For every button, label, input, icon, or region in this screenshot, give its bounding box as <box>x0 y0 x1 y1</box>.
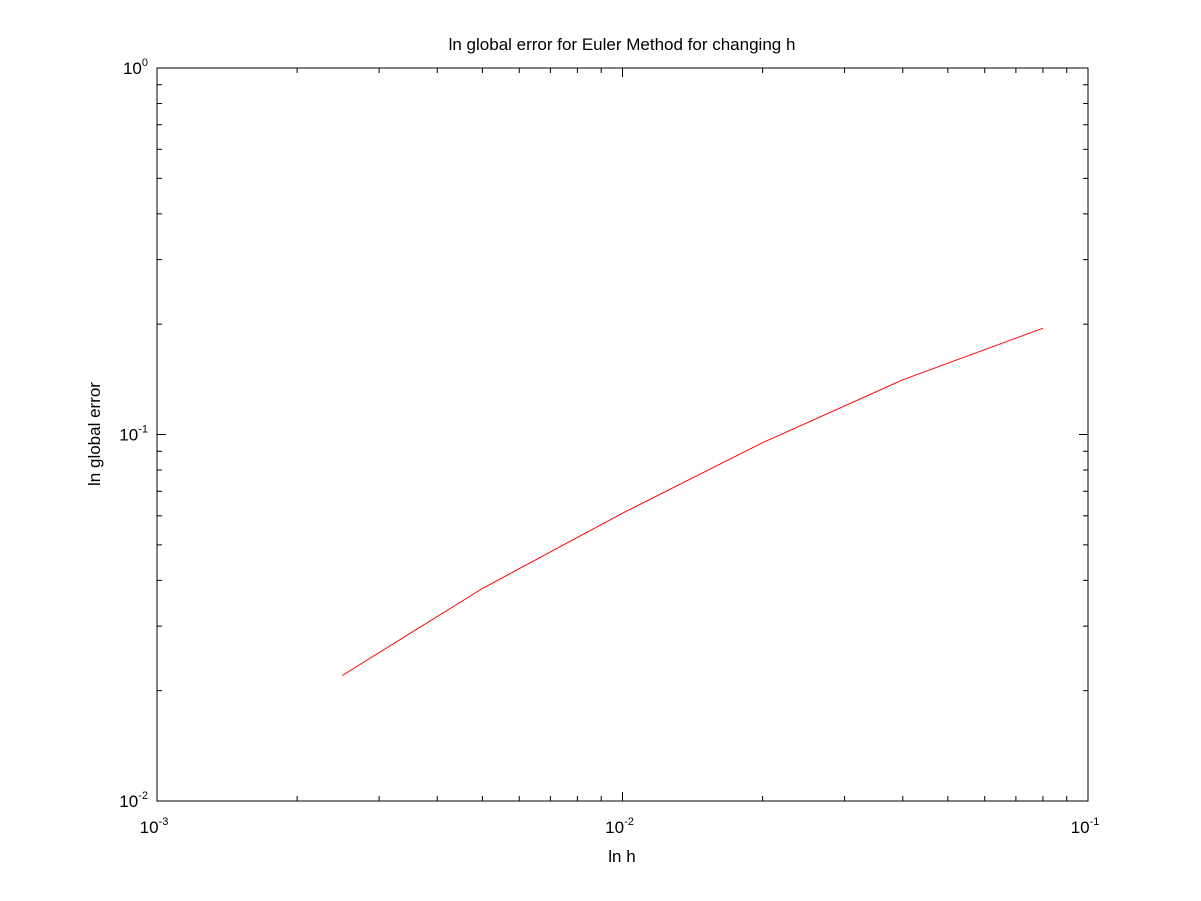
y-tick-label: 10-1 <box>119 424 148 445</box>
x-axis-title: ln h <box>608 847 635 866</box>
x-tick-label: 10-2 <box>605 816 634 837</box>
series-layer <box>341 327 1044 676</box>
series-line-1 <box>341 327 1044 676</box>
ticks-layer <box>156 67 1089 802</box>
y-tick-label: 100 <box>123 57 148 78</box>
x-tick-label: 10-1 <box>1071 816 1100 837</box>
x-tick-label: 10-3 <box>140 816 169 837</box>
plot-area <box>156 67 1089 802</box>
y-tick-label: 10-2 <box>119 790 148 811</box>
labels-layer: 10-3 10-2 10-1 10-2 10-1 100 <box>119 57 1099 837</box>
chart-title: ln global error for Euler Method for cha… <box>449 35 796 54</box>
y-axis-title: ln global error <box>85 382 104 486</box>
